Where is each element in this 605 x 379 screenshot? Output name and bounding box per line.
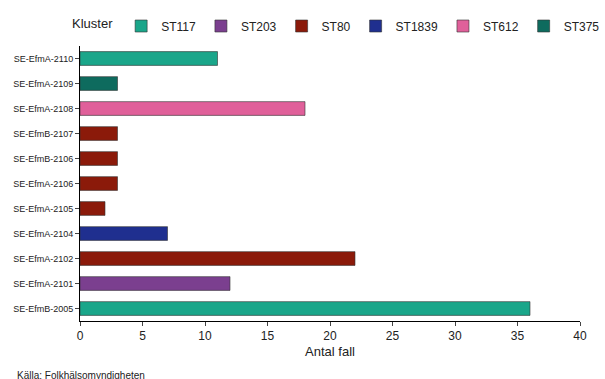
svg-text:25: 25: [386, 329, 400, 343]
svg-text:Källa: Folkhälsomyndigheten: Källa: Folkhälsomyndigheten: [17, 370, 145, 379]
svg-text:SE-EfmA-2104: SE-EfmA-2104: [13, 229, 73, 239]
svg-text:ST117: ST117: [161, 20, 196, 34]
svg-text:40: 40: [573, 329, 587, 343]
svg-text:35: 35: [511, 329, 525, 343]
svg-text:15: 15: [261, 329, 275, 343]
svg-text:ST375: ST375: [564, 20, 600, 34]
svg-text:SE-EfmB-2005: SE-EfmB-2005: [13, 304, 73, 314]
svg-text:SE-EfmA-2106: SE-EfmA-2106: [13, 179, 73, 189]
svg-text:SE-EfmA-2108: SE-EfmA-2108: [13, 104, 73, 114]
svg-text:0: 0: [77, 329, 84, 343]
svg-text:SE-EfmA-2102: SE-EfmA-2102: [13, 254, 73, 264]
svg-text:SE-EfmA-2109: SE-EfmA-2109: [13, 79, 73, 89]
svg-text:ST1839: ST1839: [396, 20, 438, 34]
svg-text:SE-EfmA-2105: SE-EfmA-2105: [13, 204, 73, 214]
svg-text:SE-EfmA-2101: SE-EfmA-2101: [13, 279, 73, 289]
svg-text:Antal fall: Antal fall: [305, 344, 355, 359]
svg-text:SE-EfmB-2107: SE-EfmB-2107: [13, 129, 73, 139]
svg-text:ST203: ST203: [241, 20, 277, 34]
svg-text:30: 30: [448, 329, 462, 343]
svg-text:SE-EfmA-2110: SE-EfmA-2110: [14, 54, 73, 64]
svg-text:10: 10: [198, 329, 212, 343]
svg-text:ST80: ST80: [322, 20, 351, 34]
svg-text:Kluster: Kluster: [72, 16, 113, 31]
svg-text:5: 5: [139, 329, 146, 343]
svg-text:SE-EfmB-2106: SE-EfmB-2106: [13, 154, 73, 164]
svg-text:20: 20: [323, 329, 337, 343]
svg-text:ST612: ST612: [483, 20, 519, 34]
